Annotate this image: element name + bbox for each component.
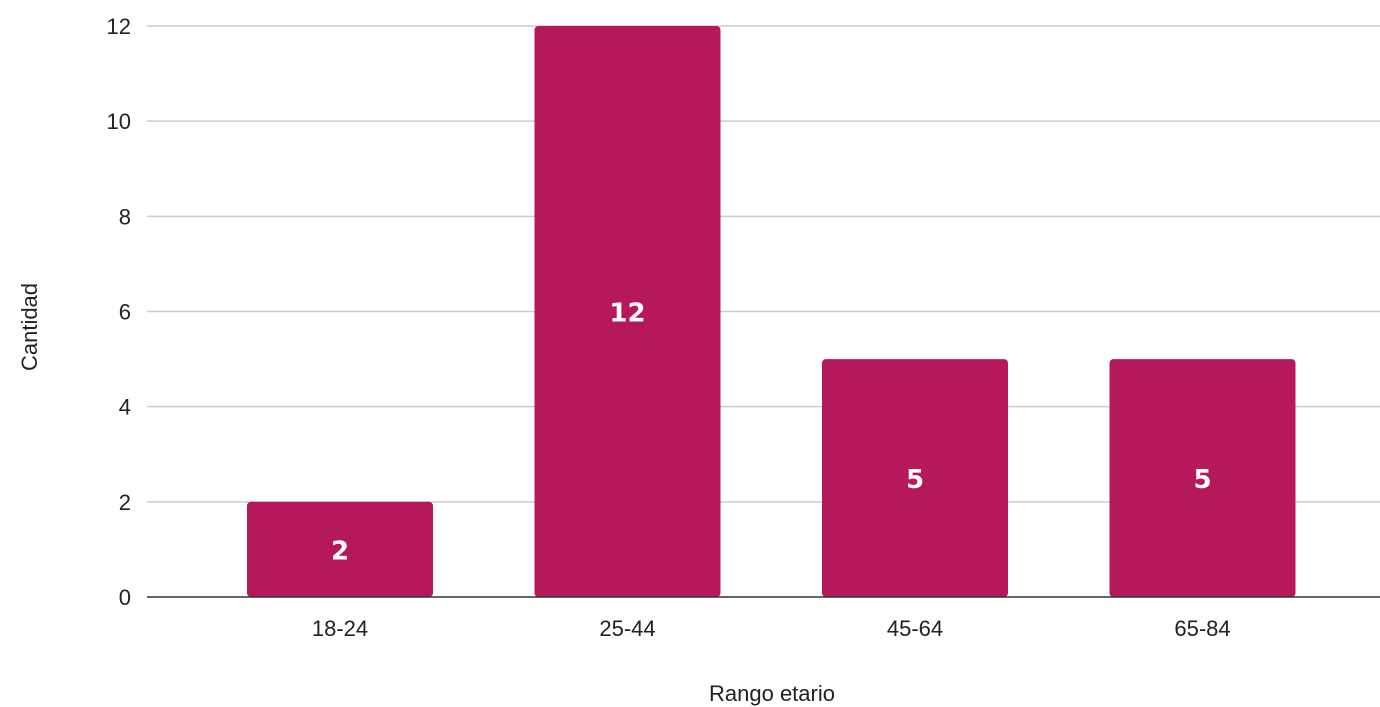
y-tick-label: 4	[119, 395, 131, 420]
bar-45-64	[822, 359, 1008, 597]
bars	[247, 26, 1296, 597]
y-axis-ticks: 0 2 4 6 8 10 12	[107, 14, 131, 610]
x-tick-label: 45-64	[887, 616, 943, 641]
x-tick-label: 18-24	[312, 616, 368, 641]
bar-data-label: 2	[331, 536, 349, 566]
x-axis-ticks: 18-24 25-44 45-64 65-84	[312, 616, 1231, 641]
y-axis-title: Cantidad	[17, 283, 42, 371]
bar-data-label: 12	[609, 299, 645, 329]
y-tick-label: 8	[119, 204, 131, 229]
bar-18-24	[247, 501, 433, 597]
bar-25-44	[534, 26, 721, 597]
bar-data-label: 5	[906, 465, 924, 495]
x-tick-label: 25-44	[599, 616, 655, 641]
bar-data-label: 5	[1193, 465, 1211, 495]
y-tick-label: 10	[107, 109, 131, 134]
y-tick-label: 2	[119, 490, 131, 515]
y-tick-label: 6	[119, 300, 131, 325]
x-tick-label: 65-84	[1174, 616, 1230, 641]
y-tick-label: 12	[107, 14, 131, 39]
bar-data-labels: 2 12 5 5	[331, 299, 1212, 567]
x-axis-title: Rango etario	[709, 681, 835, 706]
y-tick-label: 0	[119, 585, 131, 610]
bar-65-84	[1109, 359, 1296, 597]
